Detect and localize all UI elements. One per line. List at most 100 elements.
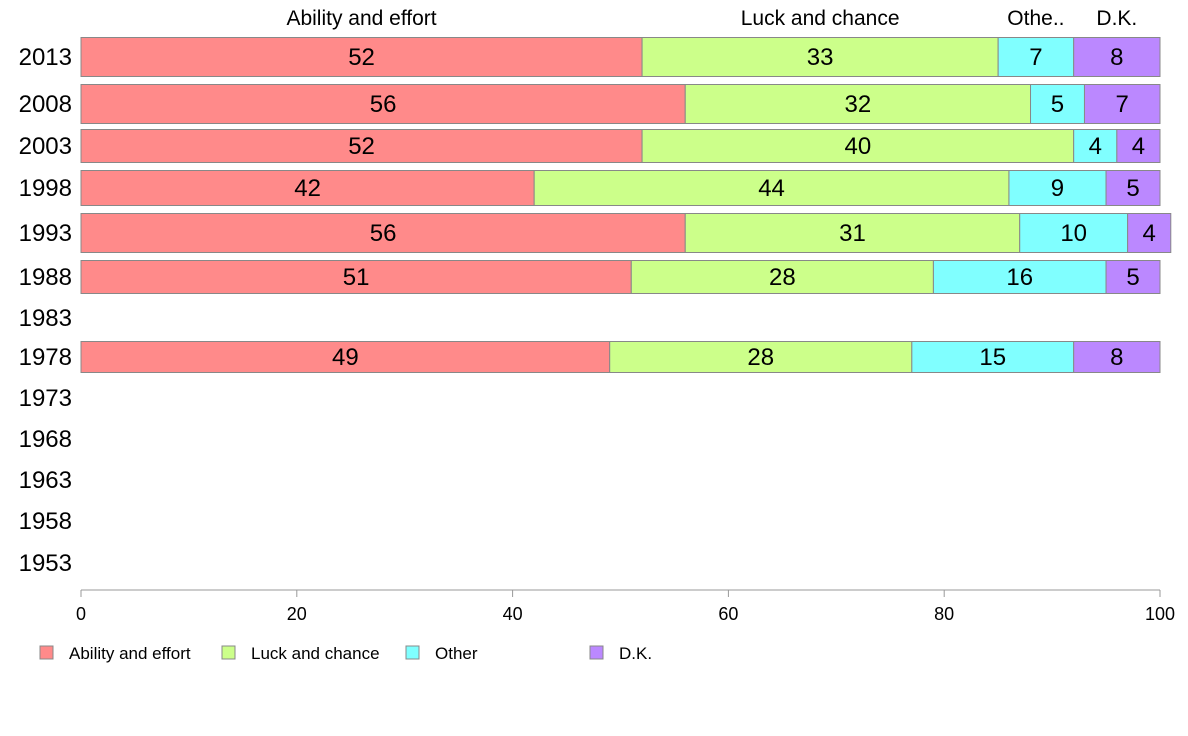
chart-row-2008: 2008 56 32 5 7 — [19, 84, 1161, 124]
data-label: 9 — [1051, 175, 1064, 202]
legend-item: Luck and chance — [221, 644, 380, 663]
bar-segment — [641, 129, 1075, 163]
chart-row-1978: 1978 49 28 15 8 — [19, 341, 1161, 373]
data-label: 8 — [1110, 44, 1123, 71]
x-tick-label: 40 — [503, 604, 523, 624]
y-tick-label: 2003 — [19, 133, 72, 160]
chart-row-1963: 1963 — [19, 467, 72, 494]
chart-row-1958: 1958 — [19, 508, 72, 535]
chart-row-1988: 1988 51 28 16 5 — [19, 260, 1161, 294]
data-label: 44 — [758, 175, 785, 202]
data-label: 4 — [1132, 133, 1145, 160]
legend-swatch — [221, 645, 236, 660]
bar-segment — [80, 260, 632, 294]
bar-segment — [1030, 84, 1085, 124]
chart-row-1973: 1973 — [19, 385, 72, 412]
y-tick-label: 1993 — [19, 220, 72, 247]
bar-segment — [1083, 84, 1161, 124]
bar-segment — [80, 84, 686, 124]
bar-segment — [1105, 170, 1161, 206]
bar-segment — [1127, 213, 1172, 253]
y-tick-label: 1978 — [19, 344, 72, 371]
data-label: 28 — [769, 264, 796, 291]
data-label: 32 — [845, 91, 872, 118]
x-axis: 0 20 40 60 80 100 — [76, 589, 1175, 624]
bar-segment — [1116, 129, 1161, 163]
x-tick-label: 80 — [934, 604, 954, 624]
bar-segment — [932, 260, 1107, 294]
bar-segment — [1105, 260, 1161, 294]
data-label: 56 — [370, 220, 397, 247]
x-tick-label: 60 — [718, 604, 738, 624]
chart-row-1998: 1998 42 44 9 5 — [19, 170, 1161, 206]
data-label: 7 — [1116, 91, 1129, 118]
y-tick-label: 1988 — [19, 264, 72, 291]
data-label: 52 — [348, 133, 375, 160]
legend-label: D.K. — [619, 644, 652, 663]
data-label: 5 — [1126, 175, 1139, 202]
legend-swatch — [39, 645, 54, 660]
legend-label: Ability and effort — [69, 644, 191, 663]
bar-segment — [1019, 213, 1129, 253]
chart-row-1983: 1983 — [19, 305, 72, 332]
series-header: Ability and effort — [286, 7, 436, 30]
bar-segment — [1073, 37, 1161, 77]
data-label: 42 — [294, 175, 321, 202]
x-tick-label: 20 — [287, 604, 307, 624]
data-label: 33 — [807, 44, 834, 71]
chart-row-1953: 1953 — [19, 550, 72, 577]
bar-segment — [533, 170, 1010, 206]
data-label: 15 — [979, 344, 1006, 371]
data-label: 4 — [1143, 220, 1156, 247]
y-tick-label: 1968 — [19, 426, 72, 453]
legend-label: Luck and chance — [251, 644, 380, 663]
y-tick-label: 1983 — [19, 305, 72, 332]
x-tick-label: 100 — [1145, 604, 1175, 624]
bar-segment — [80, 129, 643, 163]
bar-segment — [1073, 341, 1161, 373]
y-tick-label: 1973 — [19, 385, 72, 412]
legend-swatch — [405, 645, 420, 660]
series-header: Othe.. — [1007, 7, 1064, 30]
data-label: 16 — [1006, 264, 1033, 291]
data-label: 5 — [1051, 91, 1064, 118]
data-label: 40 — [845, 133, 872, 160]
data-label: 8 — [1110, 344, 1123, 371]
data-label: 52 — [348, 44, 375, 71]
series-headers: Ability and effort Luck and chance Othe.. D… — [286, 7, 1137, 30]
bar-segment — [684, 213, 1021, 253]
chart-row-1993: 1993 56 31 10 4 — [19, 213, 1172, 253]
legend-item: Ability and effort — [39, 644, 191, 663]
bar-segment — [641, 37, 999, 77]
y-tick-label: 1958 — [19, 508, 72, 535]
chart-row-2003: 2003 52 40 4 4 — [19, 129, 1161, 163]
legend-swatch — [589, 645, 604, 660]
data-label: 49 — [332, 344, 359, 371]
bar-segment — [684, 84, 1032, 124]
x-tick-label: 0 — [76, 604, 86, 624]
chart-row-1968: 1968 — [19, 426, 72, 453]
bar-segment — [997, 37, 1075, 77]
series-header: Luck and chance — [741, 7, 900, 30]
data-label: 4 — [1089, 133, 1102, 160]
y-tick-label: 2008 — [19, 91, 72, 118]
legend-label: Other — [435, 644, 478, 663]
y-tick-label: 1953 — [19, 550, 72, 577]
data-label: 5 — [1126, 264, 1139, 291]
bar-segment — [911, 341, 1075, 373]
y-tick-label: 1963 — [19, 467, 72, 494]
bar-segment — [630, 260, 934, 294]
data-label: 56 — [370, 91, 397, 118]
chart-row-2013: 2013 52 33 7 8 — [19, 37, 1161, 77]
data-label: 51 — [343, 264, 370, 291]
data-label: 28 — [747, 344, 774, 371]
legend-item: Other — [405, 644, 478, 663]
bar-segment — [80, 37, 643, 77]
legend-item: D.K. — [589, 644, 652, 663]
data-label: 31 — [839, 220, 866, 247]
bar-segment — [80, 213, 686, 253]
bar-segment — [80, 170, 535, 206]
data-label: 10 — [1060, 220, 1087, 247]
